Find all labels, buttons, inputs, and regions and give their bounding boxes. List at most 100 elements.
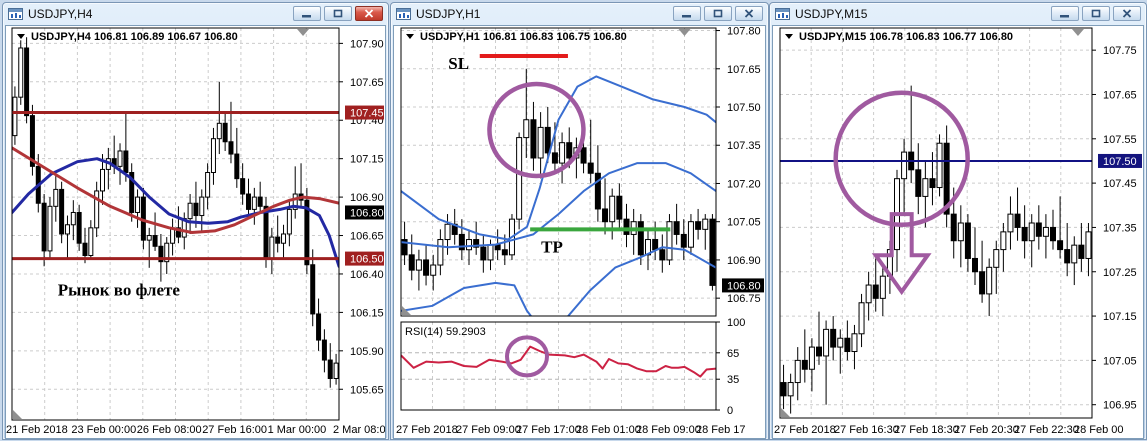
time-tick-label: 28 Feb 09:00 bbox=[636, 424, 701, 436]
grid bbox=[780, 28, 1092, 418]
candle-body bbox=[915, 169, 922, 197]
candle-body bbox=[872, 284, 879, 299]
candle-body bbox=[129, 172, 135, 213]
price-badge-label: 107.50 bbox=[1103, 156, 1137, 168]
time-tick-label: 27 Feb 16:30 bbox=[834, 424, 899, 436]
minimize-button[interactable] bbox=[1051, 6, 1079, 21]
consolidation-circle bbox=[833, 90, 970, 227]
annotations bbox=[780, 90, 1092, 296]
scroll-corner-marker[interactable] bbox=[781, 408, 790, 417]
candle-body bbox=[695, 221, 702, 230]
indicator-lines bbox=[401, 75, 716, 316]
chart-area-usdjpy-m15[interactable]: 107.75 107.65 107.55 107.45 107.35 107.25 107.… bbox=[772, 25, 1144, 439]
candle-body bbox=[972, 257, 978, 273]
candle-body bbox=[787, 382, 794, 397]
price-axis[interactable]: 107.75 107.65 107.55 107.45 107.35 107.25 107.… bbox=[1092, 45, 1137, 412]
candle-body bbox=[523, 119, 530, 139]
candle-body bbox=[950, 213, 957, 242]
restore-button[interactable] bbox=[704, 6, 732, 21]
candle-body bbox=[1057, 240, 1064, 251]
grid bbox=[401, 28, 716, 410]
close-button[interactable] bbox=[735, 6, 763, 21]
time-tick-label: 27 Feb 09:00 bbox=[456, 424, 521, 436]
price-tick-label: 106.90 bbox=[350, 192, 384, 204]
time-axis[interactable]: 21 Feb 2018 23 Feb 00:00 26 Feb 08:00 27 Fe… bbox=[6, 424, 385, 436]
flat-market-label: Рынок во флете bbox=[58, 280, 181, 299]
window-titlebar[interactable]: USDJPY,H4 bbox=[3, 3, 388, 24]
rsi-indicator-label: RSI(14) 59.2903 bbox=[405, 326, 486, 338]
chart-shift-marker[interactable] bbox=[297, 29, 310, 36]
close-button[interactable] bbox=[355, 6, 383, 21]
price-tick-label: 107.25 bbox=[1103, 267, 1137, 279]
close-icon bbox=[744, 9, 753, 18]
window-titlebar[interactable]: USDJPY,H1 bbox=[391, 3, 768, 24]
bollinger-upper bbox=[401, 75, 716, 241]
candle-body bbox=[304, 199, 310, 266]
candle-body bbox=[480, 246, 487, 261]
candle-body bbox=[901, 151, 908, 180]
candle-body bbox=[466, 239, 473, 251]
price-tick-label: 106.90 bbox=[727, 255, 761, 267]
candle-body bbox=[117, 150, 123, 167]
close-icon bbox=[1122, 9, 1131, 18]
restore-button[interactable] bbox=[324, 6, 352, 21]
candle-body bbox=[1071, 244, 1078, 264]
candle-body bbox=[401, 239, 408, 256]
candle-body bbox=[709, 218, 716, 286]
scroll-corner-marker[interactable] bbox=[13, 410, 22, 419]
candle-body bbox=[537, 126, 544, 159]
restore-button[interactable] bbox=[1082, 6, 1110, 21]
price-tick-label: 106.15 bbox=[350, 307, 384, 319]
candle-body bbox=[659, 249, 666, 261]
candle-body bbox=[327, 359, 333, 379]
candles bbox=[780, 85, 1092, 414]
candle-body bbox=[680, 233, 687, 248]
candle-body bbox=[1021, 226, 1028, 242]
minimize-button[interactable] bbox=[293, 6, 321, 21]
time-tick-label: 27 Feb 2018 bbox=[774, 424, 836, 436]
candle-body bbox=[702, 218, 709, 230]
candle-body bbox=[1007, 213, 1014, 233]
candle-body bbox=[216, 122, 222, 140]
window-titlebar[interactable]: USDJPY,M15 bbox=[770, 3, 1146, 24]
indicator-lines bbox=[12, 146, 339, 268]
time-tick-label: 27 Feb 2018 bbox=[396, 424, 458, 436]
candle-body bbox=[275, 236, 281, 244]
candle-body bbox=[865, 284, 872, 304]
price-badge-label: 106.50 bbox=[350, 254, 384, 266]
price-tick-label: 107.65 bbox=[1103, 89, 1137, 101]
candle-body bbox=[623, 218, 630, 235]
annotations: SL TP bbox=[448, 54, 671, 256]
candle-body bbox=[193, 202, 199, 217]
close-button[interactable] bbox=[1113, 6, 1141, 21]
candle-body bbox=[858, 302, 865, 335]
candle-body bbox=[487, 244, 494, 261]
candle-body bbox=[59, 188, 65, 235]
candle-body bbox=[1042, 226, 1049, 237]
price-tick-label: 107.05 bbox=[727, 217, 761, 229]
minimize-icon bbox=[302, 15, 311, 18]
time-tick-label: 28 Feb 00 bbox=[1074, 424, 1124, 436]
time-tick-label: 1 Mar 00:00 bbox=[268, 424, 327, 436]
chart-area-usdjpy-h4[interactable]: 107.90 107.65 107.40 107.15 106.90 106.65 106.… bbox=[5, 25, 386, 439]
candle-body bbox=[430, 264, 437, 276]
chart-area-usdjpy-h1[interactable]: 107.80 107.65 107.50 107.35 107.20 107.05 106.… bbox=[393, 25, 766, 439]
minimize-button[interactable] bbox=[673, 6, 701, 21]
candle-body bbox=[210, 138, 216, 174]
price-axis[interactable]: 107.80 107.65 107.50 107.35 107.20 107.05 106.… bbox=[716, 26, 761, 305]
chart-shift-marker[interactable] bbox=[1071, 29, 1084, 36]
price-badge bbox=[722, 278, 764, 293]
chart-shift-marker[interactable] bbox=[678, 29, 691, 36]
candle-body bbox=[1014, 213, 1021, 228]
tp-label: TP bbox=[541, 237, 563, 256]
annotations: Рынок во флете bbox=[12, 111, 339, 299]
scroll-corner-marker[interactable] bbox=[402, 306, 411, 315]
restore-icon bbox=[1091, 9, 1100, 18]
restore-icon bbox=[333, 9, 342, 18]
candle-body bbox=[408, 254, 415, 271]
candle-body bbox=[175, 227, 181, 238]
grid bbox=[12, 28, 339, 420]
candle-body bbox=[286, 208, 292, 235]
